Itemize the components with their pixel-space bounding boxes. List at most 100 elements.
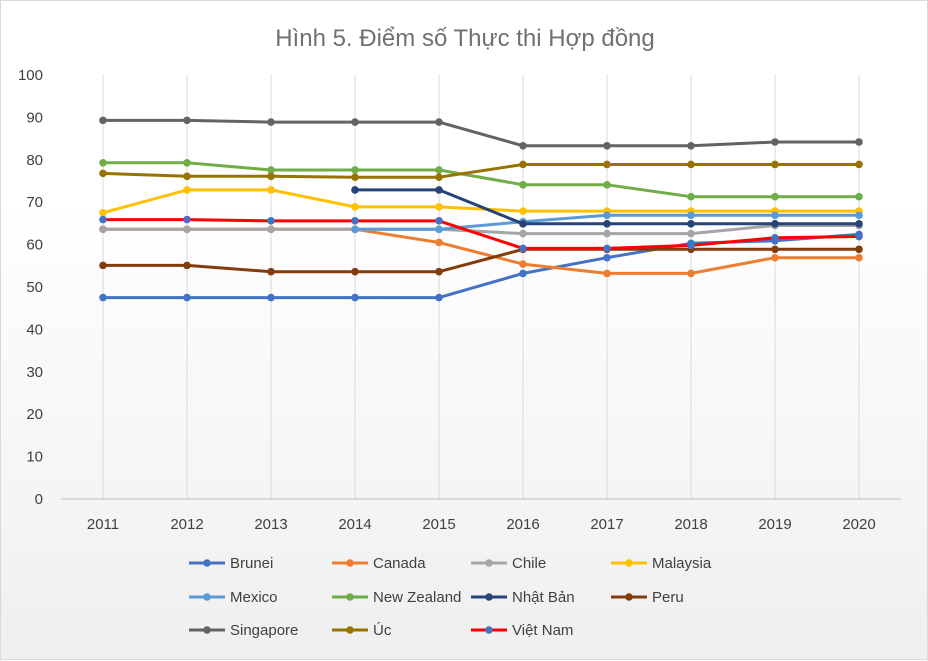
y-tick-label: 100	[18, 67, 43, 84]
data-point	[435, 225, 443, 234]
data-point	[519, 220, 527, 228]
data-point	[351, 173, 359, 181]
x-tick-label: 2012	[170, 516, 203, 533]
data-point	[435, 267, 443, 276]
data-point	[183, 172, 191, 181]
data-point	[603, 229, 611, 238]
data-point	[603, 253, 611, 262]
series-line	[101, 118, 861, 148]
chart-title: Hình 5. Điểm số Thực thi Hợp đồng	[275, 25, 655, 52]
series-peru	[99, 245, 863, 276]
data-point	[687, 192, 695, 201]
x-tick-label: 2017	[590, 516, 623, 533]
y-tick-label: 80	[26, 152, 43, 169]
y-tick-label: 60	[26, 237, 43, 254]
data-point	[687, 142, 695, 150]
data-point	[771, 220, 779, 228]
legend-item: Việt Nam	[471, 622, 573, 639]
data-point	[519, 142, 527, 150]
x-tick-label: 2011	[87, 516, 119, 533]
data-point	[603, 160, 611, 169]
data-point	[351, 166, 359, 174]
legend-label: Nhật Bản	[512, 589, 575, 606]
legend-marker	[485, 593, 493, 601]
data-point	[183, 293, 191, 302]
data-point	[99, 158, 107, 167]
data-point	[603, 181, 611, 189]
axis-layer: 0 10 20 30 40 50 60 70 80 90 100 2011 2012 2013 2014 20…	[18, 67, 901, 533]
series-line	[101, 218, 861, 250]
series-mexico	[351, 211, 863, 234]
legend-marker	[346, 559, 354, 567]
series-layer	[99, 116, 863, 302]
data-point	[687, 220, 695, 228]
data-point	[435, 166, 443, 174]
legend-item: Peru	[611, 589, 684, 606]
data-point	[435, 217, 443, 225]
series-singapore	[99, 116, 863, 150]
data-point	[351, 217, 359, 225]
y-tick-label: 30	[26, 364, 43, 381]
data-point	[687, 269, 695, 278]
data-point	[603, 269, 611, 278]
legend-label: Singapore	[230, 622, 298, 639]
legend-label: Peru	[652, 589, 684, 606]
data-point	[183, 215, 191, 224]
series-line	[101, 161, 861, 199]
data-point	[687, 160, 695, 169]
series-malaysia	[99, 186, 863, 217]
data-point	[519, 269, 527, 278]
series-line	[101, 247, 861, 274]
data-point	[435, 118, 443, 126]
data-point	[183, 261, 191, 270]
data-point	[99, 169, 107, 178]
data-point	[267, 217, 275, 225]
series-line	[101, 232, 861, 300]
series-line	[101, 188, 861, 215]
y-tick-label: 0	[35, 491, 43, 508]
x-tick-label: 2016	[506, 516, 539, 533]
legend-item: Brunei	[189, 555, 273, 572]
legend-item: Mexico	[189, 589, 278, 606]
data-point	[855, 245, 863, 254]
data-point	[855, 192, 863, 201]
data-point	[435, 186, 443, 194]
data-point	[267, 166, 275, 174]
data-point	[771, 192, 779, 201]
legend-marker	[625, 559, 633, 567]
data-point	[435, 173, 443, 181]
legend-marker	[203, 626, 211, 634]
legend-label: Chile	[512, 555, 546, 572]
data-point	[519, 244, 527, 253]
data-point	[687, 229, 695, 238]
data-point	[351, 118, 359, 126]
data-point	[603, 142, 611, 150]
legend-label: New Zealand	[373, 589, 461, 606]
data-point	[267, 225, 275, 234]
x-tick-label: 2015	[422, 516, 455, 533]
legend-marker	[625, 593, 633, 601]
legend-item: Canada	[332, 555, 426, 572]
y-tick-label: 50	[26, 279, 43, 296]
y-tick-label: 10	[26, 449, 43, 466]
data-point	[183, 158, 191, 167]
data-point	[351, 225, 359, 234]
y-tick-label: 70	[26, 194, 43, 211]
legend-label: Canada	[373, 555, 426, 572]
data-point	[603, 220, 611, 228]
legend-item: Úc	[332, 622, 392, 639]
data-point	[351, 203, 359, 211]
data-point	[855, 232, 863, 241]
legend-label: Brunei	[230, 555, 273, 572]
data-point	[99, 116, 107, 125]
data-point	[435, 203, 443, 211]
legend-marker	[485, 559, 493, 567]
data-point	[771, 234, 779, 242]
data-point	[771, 211, 779, 220]
data-point	[855, 253, 863, 262]
legend-marker	[203, 559, 211, 567]
legend-label: Úc	[373, 622, 392, 639]
x-tick-label: 2019	[758, 516, 791, 533]
series-việt-nam	[99, 215, 863, 253]
